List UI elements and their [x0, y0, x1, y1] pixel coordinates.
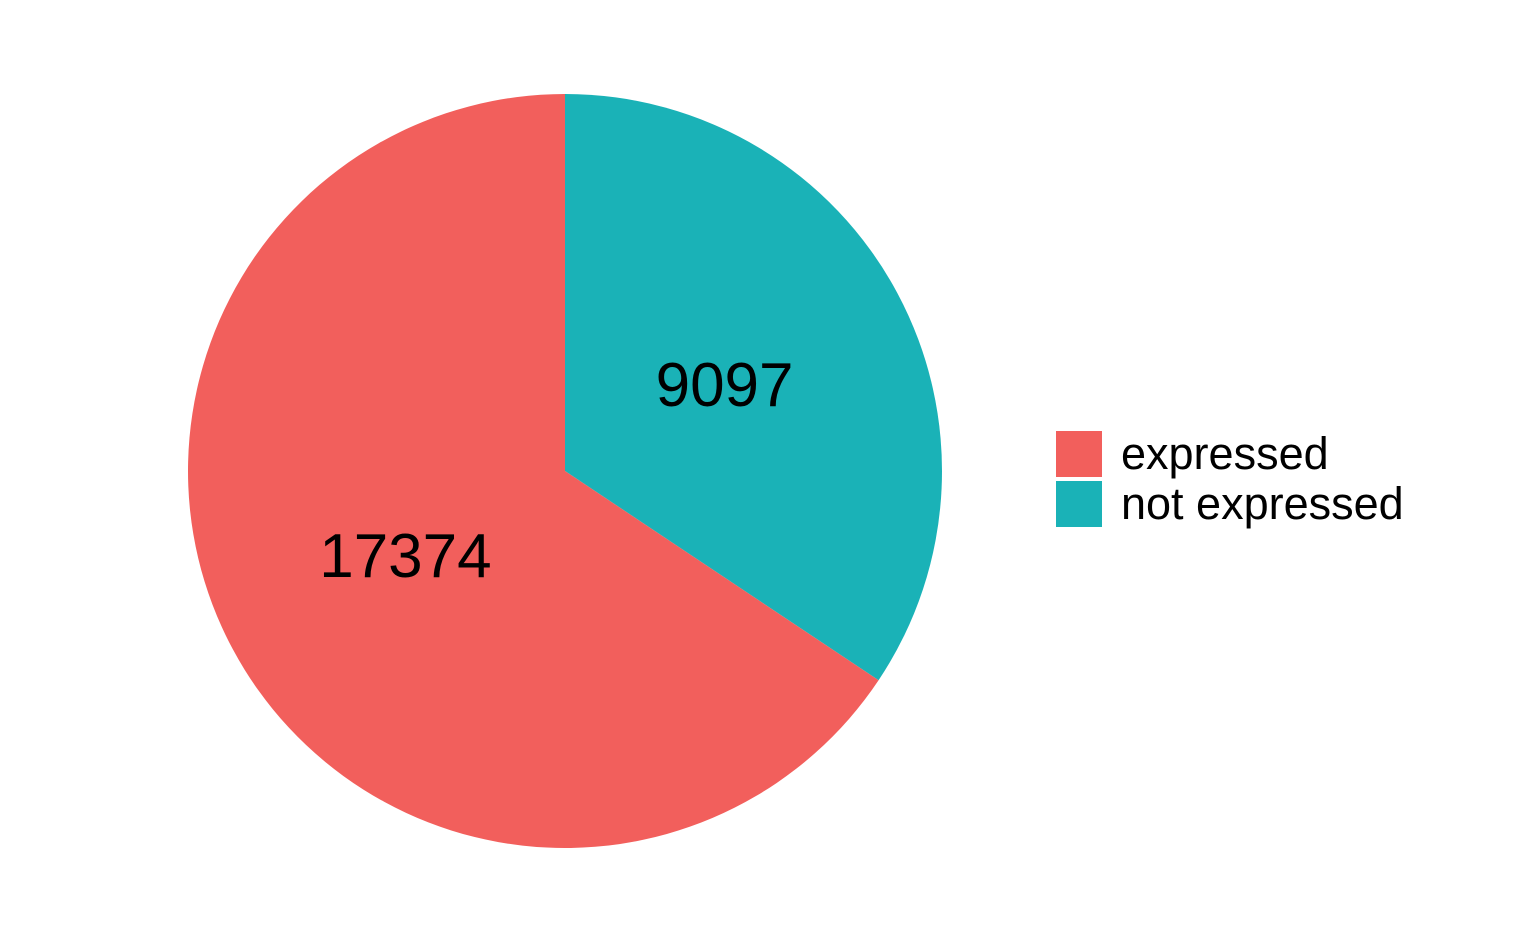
pie-slice-expressed	[187, 94, 879, 848]
legend: expressed not expressed	[1056, 429, 1404, 529]
slice-label-not-expressed: 9097	[656, 351, 794, 420]
legend-key-not-expressed	[1056, 481, 1102, 527]
legend-label-expressed: expressed	[1121, 428, 1329, 479]
pie-slice-not-expressed	[565, 94, 942, 681]
slice-label-expressed: 17374	[319, 522, 491, 591]
legend-item-expressed: expressed	[1056, 429, 1404, 479]
legend-label-not-expressed: not expressed	[1121, 478, 1404, 529]
legend-item-not-expressed: not expressed	[1056, 479, 1404, 529]
legend-key-expressed	[1056, 431, 1102, 477]
